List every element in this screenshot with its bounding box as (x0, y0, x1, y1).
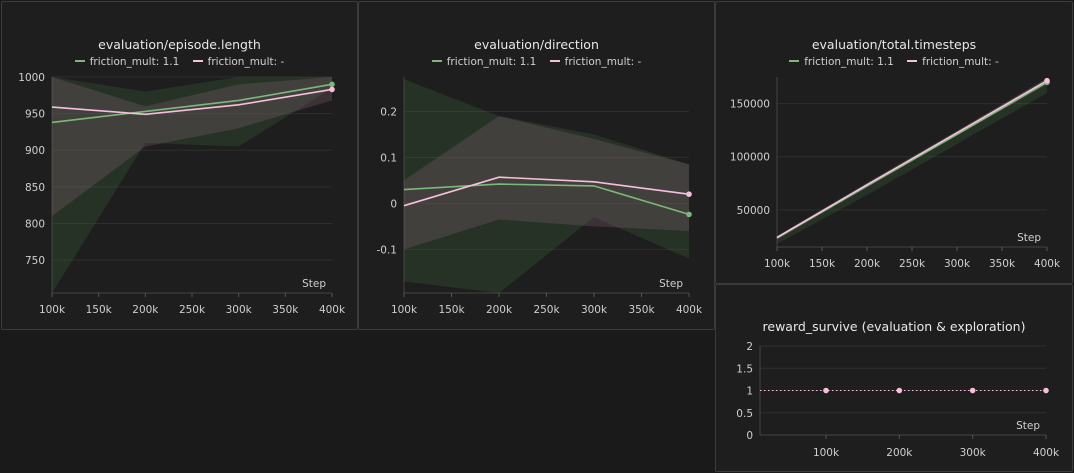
legend-label: friction_mult: - (207, 56, 285, 68)
y-tick-label: 850 (25, 182, 45, 194)
legend-item-green[interactable]: friction_mult: 1.1 (789, 56, 894, 68)
y-tick-label: 50000 (737, 205, 770, 217)
x-tick-label: 250k (179, 304, 206, 316)
x-tick-label: 300k (960, 447, 987, 459)
x-tick-label: 150k (438, 304, 465, 316)
y-tick-label: 0.1 (380, 152, 397, 164)
series-point-pink (823, 387, 829, 394)
x-tick-label: 200k (132, 304, 159, 316)
x-tick-label: 200k (486, 304, 513, 316)
y-tick-label: 0.2 (380, 106, 397, 118)
series-line-pink (51, 88, 333, 116)
chart-legend: friction_mult: 1.1 friction_mult: - (716, 56, 1072, 68)
x-tick-label: 400k (319, 304, 346, 316)
series-line-green (403, 183, 690, 216)
legend-swatch-pink (549, 60, 560, 62)
series-band-green (404, 79, 689, 293)
chart-panel-direction[interactable]: evaluation/direction friction_mult: 1.1 … (358, 1, 715, 330)
chart-title: evaluation/episode.length (98, 37, 261, 52)
chart-plot-direction[interactable]: -0.1 0 0.1 0.2 100k 150k 200k 250k 300k 350k 400k S… (359, 2, 716, 331)
y-tick-label: 800 (25, 218, 45, 230)
legend-label: friction_mult: 1.1 (804, 56, 894, 68)
x-tick-label: 100k (813, 447, 840, 459)
legend-swatch-pink (192, 60, 203, 62)
y-tick-label: 0 (746, 430, 753, 442)
y-tick-label: 750 (25, 255, 45, 267)
y-tick-label: 0 (390, 198, 397, 210)
legend-item-green[interactable]: friction_mult: 1.1 (431, 56, 537, 68)
series-point-pink (329, 86, 335, 93)
chart-plot-episode-length[interactable]: 750 800 850 900 950 1000 100k 150k 200k 250k 300k 3… (2, 2, 359, 331)
series-band-green (52, 77, 332, 293)
x-tick-label: 200k (886, 447, 913, 459)
x-tick-label: 400k (1033, 447, 1060, 459)
x-axis-label: Step (302, 278, 326, 290)
chart-legend: friction_mult: 1.1 friction_mult: - (359, 56, 714, 68)
series-band-pink (404, 116, 689, 250)
chart-title: evaluation/total.timesteps (811, 37, 977, 52)
x-tick-label: 400k (676, 304, 703, 316)
x-tick-label: 400k (1034, 258, 1061, 270)
y-tick-label: 1000 (18, 72, 45, 84)
x-tick-label: 250k (533, 304, 560, 316)
series-point-pink (969, 387, 976, 394)
y-tick-label: 100000 (730, 152, 770, 164)
legend-label: friction_mult: 1.1 (446, 56, 537, 68)
legend-swatch-green (74, 60, 85, 62)
chart-title: reward_survive (evaluation & exploration… (762, 319, 1026, 334)
legend-swatch-green (789, 60, 800, 62)
series-point-pink (1043, 387, 1049, 394)
x-tick-label: 100k (391, 304, 418, 316)
x-tick-label: 350k (989, 258, 1016, 270)
x-tick-label: 200k (854, 258, 881, 270)
x-axis-label: Step (1017, 232, 1041, 244)
legend-label: friction_mult: - (922, 56, 999, 68)
y-tick-label: 0.5 (736, 408, 753, 420)
legend-swatch-pink (907, 60, 918, 62)
chart-title: evaluation/direction (474, 37, 599, 52)
chart-panel-total-timesteps[interactable]: evaluation/total.timesteps friction_mult… (715, 1, 1073, 284)
x-tick-label: 100k (39, 304, 66, 316)
legend-item-pink[interactable]: friction_mult: - (907, 56, 999, 68)
series-line-pink (776, 80, 1048, 239)
chart-plot-total-timesteps[interactable]: 50000 100000 150000 100k 150k 200k 250k 300k 350… (716, 2, 1074, 285)
x-tick-label: 150k (86, 304, 113, 316)
series-point-green (686, 211, 692, 218)
y-tick-label: 1.5 (736, 363, 753, 375)
series-point-green (329, 81, 335, 88)
y-tick-label: 1 (746, 386, 753, 398)
legend-item-green[interactable]: friction_mult: 1.1 (74, 56, 180, 68)
y-tick-label: 150000 (730, 99, 770, 111)
x-tick-label: 100k (764, 258, 791, 270)
y-tick-label: 2 (746, 341, 753, 353)
chart-legend: friction_mult: 1.1 friction_mult: - (2, 56, 357, 68)
x-tick-label: 300k (226, 304, 253, 316)
chart-panel-episode-length[interactable]: evaluation/episode.length friction_mult:… (1, 1, 358, 330)
x-tick-label: 350k (272, 304, 299, 316)
legend-swatch-green (431, 60, 442, 62)
x-tick-label: 150k (809, 258, 836, 270)
legend-item-pink[interactable]: friction_mult: - (549, 56, 642, 68)
y-tick-label: -0.1 (377, 244, 398, 256)
x-axis-label: Step (659, 278, 683, 290)
series-line-pink (403, 176, 690, 207)
y-tick-label: 900 (25, 145, 45, 157)
chart-plot-reward-survive[interactable]: 0 0.5 1 1.5 2 100k 200k 300k 400k Step (716, 285, 1074, 473)
x-axis-label: Step (1016, 420, 1040, 432)
series-line-green (51, 83, 333, 124)
legend-label: friction_mult: - (564, 56, 642, 68)
legend-label: friction_mult: 1.1 (89, 56, 180, 68)
series-point-pink (896, 387, 903, 394)
x-tick-label: 300k (944, 258, 971, 270)
x-tick-label: 350k (628, 304, 655, 316)
chart-panel-reward-survive[interactable]: reward_survive (evaluation & exploration… (715, 284, 1073, 472)
series-point-pink (686, 191, 692, 197)
x-tick-label: 300k (581, 304, 608, 316)
series-point-pink (1044, 77, 1050, 84)
y-tick-label: 950 (25, 109, 45, 121)
x-tick-label: 250k (899, 258, 926, 270)
legend-item-pink[interactable]: friction_mult: - (192, 56, 285, 68)
